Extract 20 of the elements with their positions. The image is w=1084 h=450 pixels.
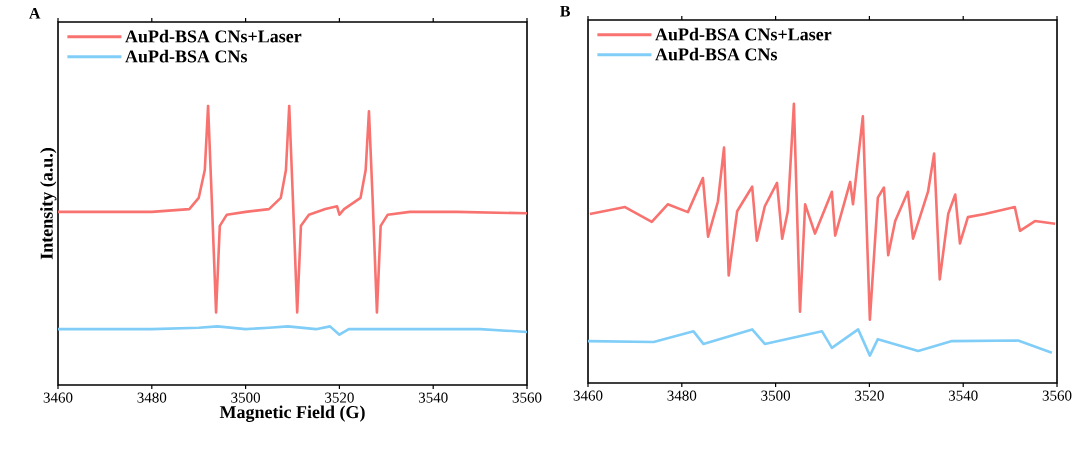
legend-label: AuPd-BSA CNs [655,47,778,61]
x-tick-label: 3520 [325,392,354,403]
x-tick-label: 3560 [1042,390,1072,401]
legend-label: AuPd-BSA CNs+Laser [655,27,832,41]
x-tick-label: 3500 [231,392,261,403]
y-axis-title: Intensity (a.u.) [40,148,57,260]
x-tick-label: 3460 [43,392,73,403]
x-tick-label: 3540 [418,392,448,403]
chart-title: B [560,5,571,17]
x-tick-label: 3480 [137,392,167,403]
x-axis-title: Magnetic Field (G) [219,405,365,422]
x-tick-label: 3520 [855,390,884,401]
legend-label: AuPd-BSA CNs+Laser [125,29,302,43]
x-tick-label: 3540 [948,390,978,401]
x-tick-label: 3480 [667,390,697,401]
x-tick-label: 3460 [573,390,603,401]
chart-title: A [29,7,41,19]
x-tick-label: 3500 [761,390,791,401]
legend-label: AuPd-BSA CNs [125,49,248,63]
x-tick-label: 3560 [512,392,542,403]
